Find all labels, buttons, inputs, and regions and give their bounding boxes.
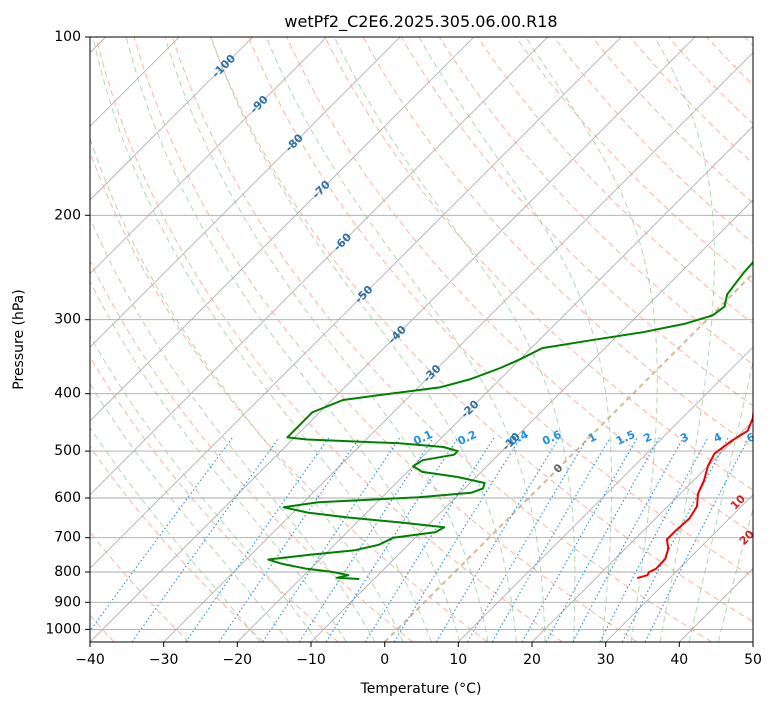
y-tick-label: 700 xyxy=(54,530,81,546)
isotherm-line xyxy=(90,37,696,642)
dry-adiabat-line xyxy=(248,37,753,578)
x-tick-label: 30 xyxy=(597,652,615,668)
y-tick-label: 900 xyxy=(54,594,81,610)
moist-adiabat-line xyxy=(90,334,319,642)
dry-adiabat-line xyxy=(324,37,753,491)
y-tick-label: 600 xyxy=(54,490,81,506)
dry-adiabat-line xyxy=(210,37,753,623)
mixing-ratio-line xyxy=(262,437,401,642)
x-tick-label: −10 xyxy=(296,652,326,668)
x-axis: −40 −30 −20 −10 0 10 20 30 40 50 xyxy=(75,642,762,668)
plot-frame xyxy=(89,36,754,643)
mixing-ratio-line xyxy=(491,437,611,642)
x-axis-label: Temperature (°C) xyxy=(360,681,482,697)
mixing-ratio-line xyxy=(467,437,588,642)
x-tick-label: 40 xyxy=(670,652,688,668)
chart-title: wetPf2_C2E6.2025.305.06.00.R18 xyxy=(284,12,557,32)
mixing-ratio-line xyxy=(572,437,684,642)
y-tick-label: 500 xyxy=(54,443,81,459)
x-tick-label: 50 xyxy=(744,652,762,668)
mixing-ratio-line xyxy=(131,437,280,642)
moist-adiabat-line xyxy=(688,358,753,642)
isotherm-line xyxy=(90,37,254,201)
x-tick-label: −30 xyxy=(149,652,179,668)
mixing-ratio-line xyxy=(298,437,434,642)
isotherm-line xyxy=(531,420,753,642)
moist-adiabat-line xyxy=(654,37,715,642)
mixing-ratio-line xyxy=(521,437,638,642)
isotherm-line xyxy=(605,494,753,642)
moist-adiabat-line xyxy=(90,216,376,642)
y-axis-label: Pressure (hPa) xyxy=(11,289,27,389)
x-tick-label: −40 xyxy=(75,652,105,668)
y-axis: 100 200 300 400 500 600 700 800 900 1000 xyxy=(45,29,90,637)
isotherm-line xyxy=(163,52,753,642)
isotherm-line xyxy=(90,37,475,422)
moist-adiabat-line xyxy=(125,37,461,642)
dry-adiabat-line xyxy=(90,356,339,642)
mixing-ratio-line xyxy=(364,437,495,642)
moist-adiabat-line xyxy=(333,37,576,642)
x-tick-label: 0 xyxy=(380,652,389,668)
sounding-profiles xyxy=(267,260,753,580)
plot-area: 0.10.20.40.611.52346810131620253036-100-… xyxy=(90,37,770,642)
moist-adiabat-line xyxy=(90,280,347,642)
isotherm-line xyxy=(90,37,548,496)
dry-adiabat-line xyxy=(286,37,753,534)
pressure-gridlines xyxy=(90,37,753,630)
mixing-ratio-label: 6 xyxy=(745,430,758,445)
dry-adiabat-line xyxy=(171,37,712,642)
moist-adiabat-line xyxy=(210,37,517,642)
isotherm-line xyxy=(90,37,327,275)
x-tick-label: −20 xyxy=(223,652,253,668)
dry-adiabat-line xyxy=(90,259,414,642)
dry-adiabat-label: 30 xyxy=(750,559,770,579)
y-tick-label: 100 xyxy=(54,29,81,45)
moist-adiabat-line xyxy=(265,37,546,642)
mixing-ratio-line xyxy=(185,437,330,642)
isotherm-line xyxy=(458,346,753,642)
isotherm-lines xyxy=(90,37,753,642)
dry-adiabat-line xyxy=(90,445,264,642)
mixing-ratio-line xyxy=(599,437,709,642)
y-tick-label: 400 xyxy=(54,386,81,402)
moist-adiabat-line xyxy=(164,37,489,642)
isotherm-line xyxy=(237,125,753,642)
mixing-ratio-lines xyxy=(90,437,750,642)
y-tick-label: 200 xyxy=(54,207,81,223)
moist-adiabat-lines xyxy=(90,37,753,642)
y-tick-label: 1000 xyxy=(45,621,81,637)
moist-adiabat-line xyxy=(92,37,432,642)
moist-adiabat-line xyxy=(90,382,290,642)
moist-adiabat-line xyxy=(90,136,404,642)
mixing-ratio-line xyxy=(325,437,459,642)
dewpoint-profile-line xyxy=(267,260,753,580)
moist-adiabat-line xyxy=(418,37,613,642)
temperature-profile-line xyxy=(636,407,753,580)
mixing-ratio-line xyxy=(393,437,521,642)
isotherm-line xyxy=(90,37,622,569)
mixing-ratio-line xyxy=(435,437,560,642)
y-tick-label: 300 xyxy=(54,312,81,328)
moist-adiabat-line xyxy=(717,507,753,642)
isotherm-line xyxy=(90,37,401,348)
moist-adiabat-line xyxy=(90,426,261,642)
dry-adiabat-line xyxy=(95,37,563,642)
freezing-isotherm xyxy=(383,272,753,642)
moist-adiabat-line xyxy=(525,37,658,642)
y-tick-label: 800 xyxy=(54,564,81,580)
dry-adiabat-line xyxy=(515,37,753,284)
x-tick-label: 10 xyxy=(449,652,467,668)
x-tick-label: 20 xyxy=(523,652,541,668)
